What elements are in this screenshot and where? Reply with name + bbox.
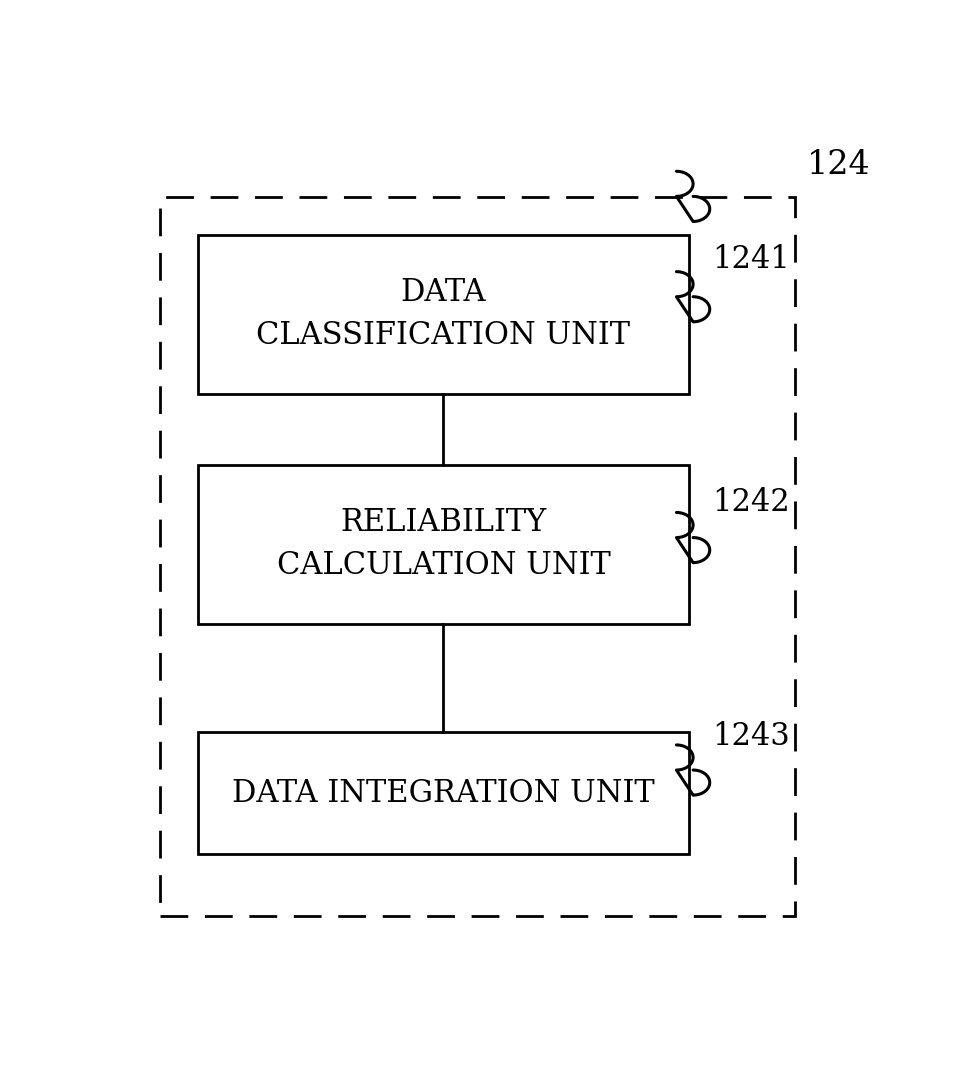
- Text: 1241: 1241: [712, 244, 790, 276]
- Text: DATA INTEGRATION UNIT: DATA INTEGRATION UNIT: [232, 778, 655, 808]
- Text: 124: 124: [806, 150, 871, 181]
- Text: RELIABILITY
CALCULATION UNIT: RELIABILITY CALCULATION UNIT: [276, 507, 610, 581]
- Text: 1243: 1243: [712, 721, 790, 753]
- Bar: [197, 235, 689, 394]
- Text: 1242: 1242: [712, 487, 790, 518]
- Bar: [197, 465, 689, 623]
- Bar: [197, 732, 689, 854]
- Bar: [160, 198, 795, 917]
- Text: DATA
CLASSIFICATION UNIT: DATA CLASSIFICATION UNIT: [257, 277, 630, 351]
